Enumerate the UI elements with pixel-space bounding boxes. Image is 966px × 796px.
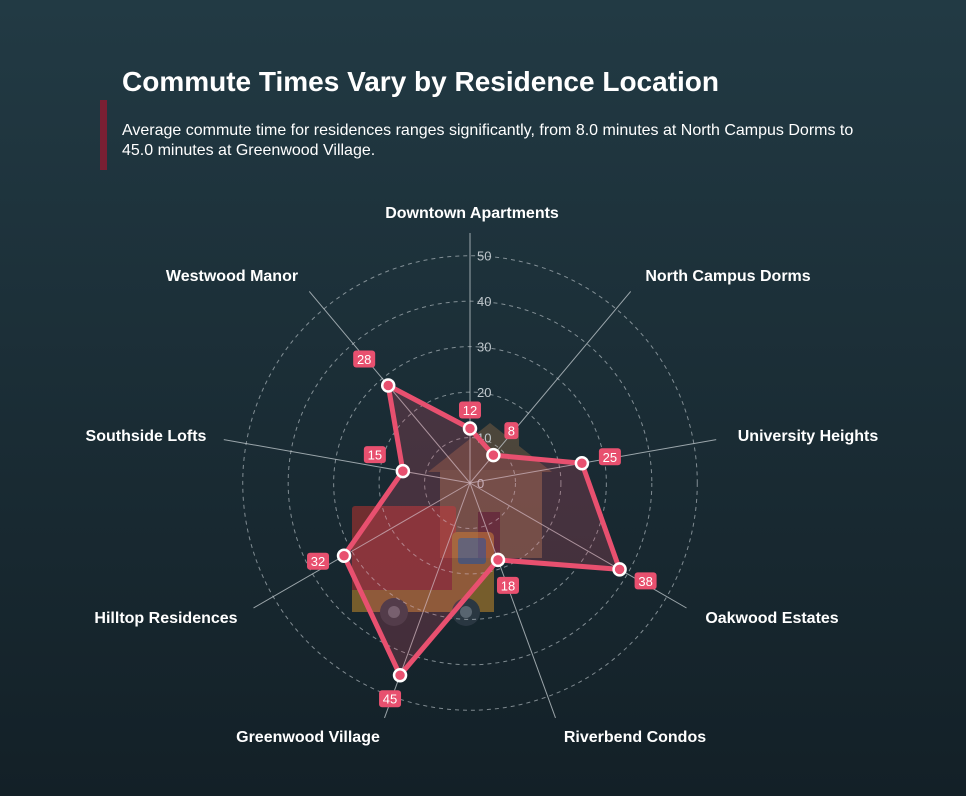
series-area <box>341 383 623 678</box>
grid-circle <box>242 255 698 711</box>
radial-tick-label: 20 <box>477 385 491 400</box>
value-label: 25 <box>603 450 617 465</box>
value-label-badge: 25 <box>598 448 621 466</box>
category-label: Oakwood Estates <box>705 610 838 627</box>
chart-title: Commute Times Vary by Residence Location <box>122 66 720 97</box>
value-label-badge: 15 <box>363 446 386 464</box>
value-label: 45 <box>383 692 397 707</box>
category-labels: Downtown Apartments North Campus Dorms Uni… <box>86 205 879 746</box>
value-label-badge: 18 <box>496 576 519 594</box>
data-point <box>490 552 506 568</box>
value-label-bg <box>496 576 519 594</box>
axis-spoke <box>469 482 556 719</box>
radial-tick-label: 30 <box>477 340 491 355</box>
axis-spoke <box>223 439 471 484</box>
value-label-badge: 45 <box>379 690 402 708</box>
data-point <box>486 447 501 463</box>
data-point <box>612 562 627 577</box>
data-point <box>462 421 478 436</box>
value-label-bg <box>634 572 657 590</box>
category-label: Hilltop Residences <box>94 610 237 627</box>
value-label-bg <box>353 350 376 368</box>
value-label: 32 <box>311 554 325 569</box>
axis-spoke <box>469 439 717 484</box>
category-label: Riverbend Condos <box>564 729 706 746</box>
value-label-bg <box>379 690 402 708</box>
category-label: Southside Lofts <box>86 428 207 445</box>
category-label: University Heights <box>738 428 879 445</box>
axis-spoke <box>253 482 471 609</box>
data-point <box>380 378 396 393</box>
value-label: 18 <box>501 578 515 593</box>
value-label-bg <box>598 448 621 466</box>
category-label: Greenwood Village <box>236 729 380 746</box>
category-label: Westwood Manor <box>166 268 298 285</box>
value-label-bg <box>459 401 481 419</box>
value-label-bg <box>363 446 386 464</box>
chart-subtitle: Average commute time for residences rang… <box>122 122 854 159</box>
value-label-badge: 28 <box>353 350 376 368</box>
value-label-badge: 12 <box>459 401 481 419</box>
radial-tick-label: 50 <box>477 249 491 264</box>
value-label: 15 <box>368 448 382 463</box>
radar-series <box>341 383 623 678</box>
value-label-bg <box>307 552 330 570</box>
value-label: 38 <box>638 574 652 589</box>
value-label-badge: 8 <box>504 422 519 440</box>
value-label-badge: 32 <box>307 552 330 570</box>
value-label: 28 <box>357 352 371 367</box>
data-point <box>395 463 411 479</box>
radial-tick-label: 40 <box>477 294 491 309</box>
value-label-bg <box>504 422 519 440</box>
data-point <box>574 456 590 471</box>
category-label: North Campus Dorms <box>645 268 810 285</box>
radar-points <box>336 378 627 683</box>
value-labels: 12 8 25 38 18 45 32 15 28 <box>307 350 657 708</box>
data-point <box>336 548 352 563</box>
grid-circle <box>424 437 516 529</box>
radial-tick-label: 0 <box>477 476 484 491</box>
data-point <box>392 667 408 683</box>
value-label: 8 <box>508 424 515 439</box>
category-label: Downtown Apartments <box>385 205 559 222</box>
value-label: 12 <box>463 403 477 418</box>
title-accent-bar <box>100 100 107 170</box>
value-label-badge: 38 <box>634 572 657 590</box>
